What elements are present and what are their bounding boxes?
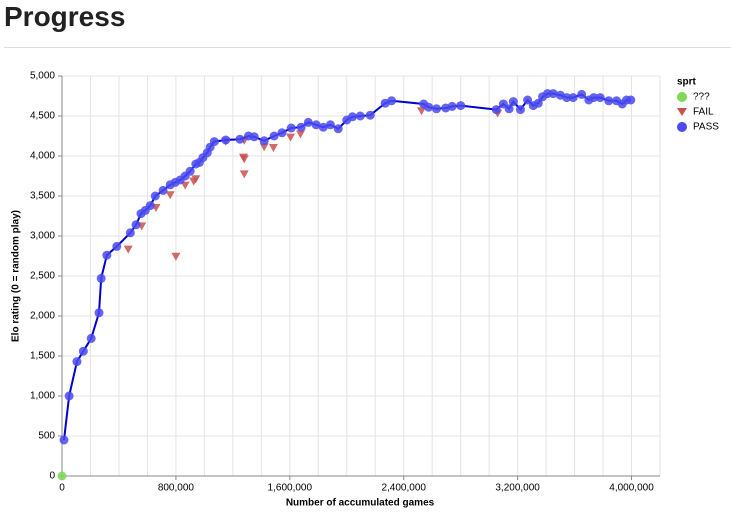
point [296, 122, 306, 132]
point [277, 128, 287, 138]
point [533, 98, 543, 108]
point [185, 166, 195, 176]
page-title: Progress [4, 1, 126, 32]
y-tick-label: 1,000 [30, 391, 55, 402]
x-tick-label: 0 [59, 483, 65, 494]
point [286, 133, 296, 142]
x-tick-label: 1,600,000 [268, 483, 313, 494]
point [318, 122, 328, 132]
point [626, 95, 636, 105]
point [259, 143, 269, 152]
point [523, 95, 533, 105]
point [191, 175, 201, 184]
point [249, 132, 259, 142]
point [604, 96, 614, 106]
point [447, 101, 457, 111]
point [456, 101, 466, 111]
legend-label: ??? [693, 92, 710, 103]
point [333, 124, 343, 134]
point [515, 105, 525, 115]
y-tick-label: 4,000 [30, 151, 55, 162]
x-tick-label: 4,000,000 [609, 483, 654, 494]
point [417, 107, 427, 116]
point [269, 131, 279, 141]
point [365, 110, 375, 120]
point [548, 89, 558, 99]
legend-symbol [677, 122, 687, 132]
point [235, 134, 245, 144]
point [355, 111, 365, 121]
point [562, 93, 572, 103]
point [491, 105, 501, 115]
x-tick-label: 3,200,000 [495, 483, 540, 494]
y-tick-label: 500 [38, 431, 55, 442]
point [286, 123, 296, 133]
point [72, 357, 82, 367]
point [209, 137, 219, 147]
point [259, 136, 269, 146]
point [64, 391, 74, 401]
legend-symbol [677, 92, 687, 102]
point [150, 191, 160, 201]
point [347, 112, 357, 122]
point [508, 97, 518, 107]
point [568, 93, 578, 103]
point [239, 155, 249, 164]
point [431, 104, 441, 114]
y-tick-label: 2,000 [30, 311, 55, 322]
point [57, 471, 67, 481]
point [94, 308, 104, 318]
point [78, 346, 88, 356]
y-axis-label: Elo rating (0 = random play) [11, 210, 22, 342]
point [59, 435, 69, 445]
y-tick-label: 1,500 [30, 351, 55, 362]
point [86, 333, 96, 343]
point [158, 185, 168, 195]
point [180, 181, 190, 190]
point [145, 201, 155, 211]
y-tick-label: 5,000 [30, 71, 55, 82]
legend-label: PASS [693, 122, 719, 133]
point [325, 120, 335, 130]
x-tick-label: 2,400,000 [381, 483, 426, 494]
point [112, 241, 122, 251]
point [131, 220, 141, 230]
x-axis-label: Number of accumulated games [286, 498, 435, 509]
point [96, 273, 106, 283]
header: Progress [4, 0, 731, 48]
point [295, 130, 305, 139]
point [595, 93, 605, 103]
point [387, 96, 397, 106]
point [165, 191, 175, 200]
x-tick-label: 800,000 [158, 483, 195, 494]
point [577, 89, 587, 99]
point [171, 252, 181, 261]
y-tick-label: 0 [49, 471, 55, 482]
y-tick-label: 3,000 [30, 231, 55, 242]
y-tick-label: 4,500 [30, 111, 55, 122]
point [125, 228, 135, 238]
point [424, 102, 434, 112]
point [504, 104, 514, 114]
point [102, 250, 112, 260]
y-tick-label: 2,500 [30, 271, 55, 282]
point [303, 117, 313, 127]
point [268, 144, 278, 152]
point [311, 120, 321, 130]
point [589, 93, 599, 103]
point [123, 245, 133, 254]
y-tick-label: 3,500 [30, 191, 55, 202]
legend-symbol [677, 108, 687, 116]
point [221, 135, 231, 145]
legend-title: sprt [677, 77, 697, 88]
legend-label: FAIL [693, 107, 714, 118]
point [239, 170, 249, 179]
